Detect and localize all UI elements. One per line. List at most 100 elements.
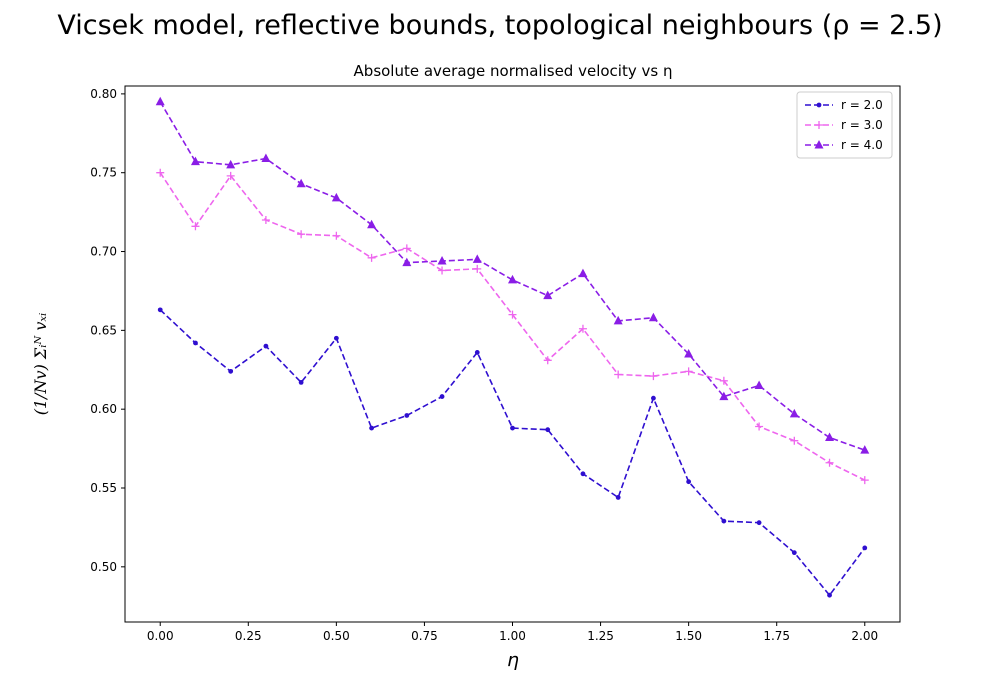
data-point: [686, 479, 692, 485]
data-point: [580, 471, 586, 477]
legend-marker: [816, 102, 822, 108]
y-tick-label: 0.65: [90, 323, 117, 337]
data-point: [296, 178, 306, 188]
legend-label: r = 2.0: [841, 98, 883, 112]
data-point: [193, 340, 198, 346]
data-point: [825, 432, 835, 442]
plot-frame: [124, 85, 901, 623]
data-point: [473, 264, 482, 273]
series-line: [159, 101, 866, 451]
data-point: [226, 171, 235, 180]
legend: r = 2.0 r = 3.0 r = 4.0: [796, 91, 893, 159]
y-tick-label: 0.75: [90, 166, 117, 180]
data-point: [614, 370, 623, 379]
data-point: [684, 367, 693, 376]
data-point: [648, 312, 658, 322]
data-point: [261, 216, 270, 224]
data-point: [331, 192, 341, 202]
data-point: [157, 307, 163, 313]
data-point: [261, 153, 271, 163]
chart-title: Absolute average normalised velocity vs …: [354, 62, 673, 80]
data-point: [369, 425, 374, 431]
data-point: [191, 222, 200, 231]
data-point: [578, 268, 588, 278]
data-point: [263, 343, 269, 349]
series-line: [159, 309, 866, 597]
data-point: [578, 324, 587, 333]
data-point: [228, 368, 234, 374]
x-tick-label: 0.25: [235, 629, 262, 643]
y-axis-label-text: (1/Nv) Σᵢᴺ vₓᵢ: [31, 313, 50, 416]
data-point: [862, 545, 868, 551]
data-point: [719, 391, 729, 401]
series-2: [156, 168, 869, 485]
data-point: [791, 550, 797, 556]
x-axis-label: η: [507, 649, 519, 671]
data-point: [754, 380, 764, 390]
data-point: [333, 335, 339, 341]
data-point: [755, 422, 764, 431]
data-point: [543, 356, 552, 365]
y-tick-label: 0.50: [90, 560, 117, 574]
data-point: [438, 266, 447, 275]
data-point: [156, 168, 165, 177]
legend-label: r = 3.0: [841, 118, 883, 132]
x-tick-label: 0.50: [323, 629, 350, 643]
data-point: [367, 219, 377, 229]
data-point: [545, 427, 551, 433]
data-point: [298, 379, 304, 385]
data-point: [613, 315, 623, 325]
data-point: [402, 244, 411, 253]
data-point: [721, 518, 727, 524]
data-point: [190, 156, 200, 166]
x-tick-label: 0.00: [147, 629, 174, 643]
data-point: [543, 290, 553, 300]
y-tick-label: 0.55: [90, 481, 117, 495]
x-tick-label: 1.50: [675, 629, 702, 643]
data-point: [860, 445, 870, 454]
y-tick-label: 0.70: [90, 245, 117, 259]
data-point: [297, 230, 306, 239]
x-tick-label: 0.75: [411, 629, 438, 643]
series-line: [159, 172, 866, 481]
data-point: [439, 394, 445, 399]
data-point: [226, 159, 236, 169]
data-point: [790, 436, 799, 445]
x-tick-label: 1.75: [763, 629, 790, 643]
data-point: [860, 476, 869, 485]
series-1: [157, 307, 868, 598]
data-point: [402, 257, 412, 267]
figure-suptitle: Vicsek model, reflective bounds, topolog…: [57, 10, 943, 41]
plot-area: 0.00 0.25 0.50 0.75 1.00 1.25 1.50 1.75 2.00 0.50…: [90, 85, 901, 643]
data-point: [474, 350, 480, 355]
data-point: [615, 495, 621, 500]
y-axis-label: (1/Nv) Σᵢᴺ vₓᵢ: [31, 313, 50, 416]
data-point: [651, 395, 656, 401]
legend-marker: [814, 140, 824, 149]
data-point: [684, 349, 694, 358]
legend-label: r = 4.0: [841, 138, 883, 152]
series-3: [155, 96, 870, 454]
legend-box: [796, 91, 893, 159]
y-tick-label: 0.80: [90, 87, 117, 101]
data-point: [367, 253, 376, 262]
data-point: [472, 254, 482, 263]
x-tick-label: 1.25: [587, 629, 614, 643]
data-point: [825, 458, 834, 467]
data-point: [332, 231, 341, 240]
data-point: [508, 310, 517, 319]
x-tick-label: 1.00: [499, 629, 526, 643]
data-point: [404, 413, 410, 418]
data-point: [789, 408, 799, 418]
y-tick-label: 0.60: [90, 402, 117, 416]
data-point: [756, 520, 762, 526]
data-point: [827, 592, 832, 598]
x-tick-label: 2.00: [851, 629, 878, 643]
data-point: [437, 255, 447, 265]
data-point: [649, 372, 658, 381]
data-point: [510, 425, 515, 431]
data-point: [155, 96, 165, 106]
legend-marker: [815, 121, 823, 129]
data-point: [508, 274, 517, 284]
